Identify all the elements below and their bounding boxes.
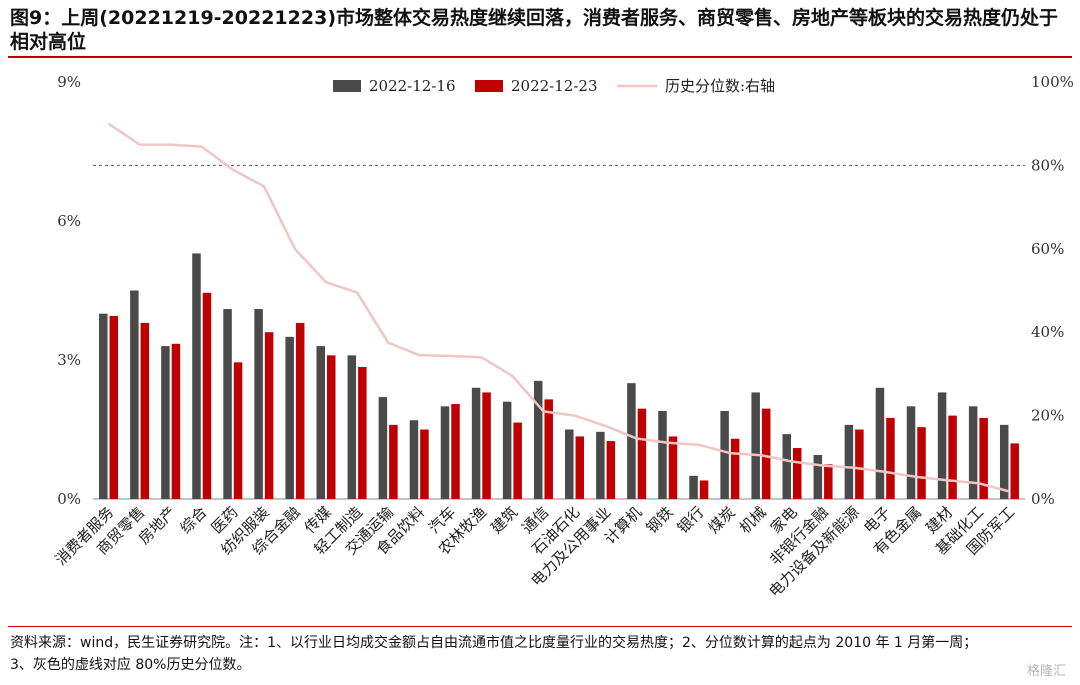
y-left-tick-label: 6% (57, 212, 81, 230)
category-label: 综合 (177, 503, 211, 537)
bar-2022-12-23 (793, 448, 802, 499)
y-right-tick-label: 80% (1031, 156, 1064, 174)
bar-2022-12-23 (140, 322, 150, 499)
bar-2022-12-16 (875, 387, 885, 499)
bar-2022-12-23 (233, 362, 243, 499)
bar-2022-12-16 (999, 424, 1009, 499)
y-left-tick-label: 3% (57, 351, 81, 369)
bar-2022-12-16 (502, 401, 512, 499)
bar-2022-12-16 (751, 392, 760, 499)
bar-2022-12-23 (730, 438, 740, 499)
legend-2022-12-23-swatch (475, 80, 503, 92)
bar-2022-12-23 (606, 441, 616, 499)
note-divider (8, 626, 1072, 627)
legend-2022-12-16-label: 2022-12-16 (369, 77, 455, 95)
bar-2022-12-16 (161, 346, 170, 499)
y-right-tick-label: 0% (1031, 490, 1055, 508)
bar-2022-12-16 (471, 387, 481, 499)
category-label: 钢铁 (643, 503, 677, 537)
bar-2022-12-23 (668, 436, 678, 499)
bar-2022-12-16 (968, 406, 978, 499)
y-right-tick-label: 100% (1031, 73, 1074, 91)
watermark: 格隆汇 (1026, 664, 1066, 679)
bar-2022-12-23 (824, 464, 833, 499)
category-label: 银行 (674, 503, 708, 537)
bar-2022-12-16 (627, 383, 636, 499)
bar-2022-12-23 (699, 480, 709, 499)
bar-2022-12-23 (202, 292, 212, 499)
bar-2022-12-16 (906, 406, 916, 499)
bar-2022-12-23 (761, 408, 771, 499)
bar-2022-12-23 (979, 417, 988, 499)
bar-2022-12-16 (285, 336, 294, 499)
bar-2022-12-16 (813, 454, 823, 499)
bar-2022-12-23 (295, 322, 305, 499)
category-label: 机械 (736, 503, 770, 537)
bar-2022-12-23 (544, 399, 553, 499)
bar-2022-12-23 (358, 366, 367, 499)
source-note: 资料来源：wind，民生证券研究院。注：1、以行业日均成交金额占自由流通市值之比… (10, 632, 1010, 676)
y-left-tick-label: 0% (57, 490, 81, 508)
bar-2022-12-23 (948, 415, 957, 499)
bar-2022-12-23 (637, 408, 647, 499)
bar-2022-12-16 (689, 475, 698, 499)
bar-2022-12-16 (223, 309, 232, 499)
bar-2022-12-23 (389, 424, 398, 499)
bar-2022-12-23 (451, 404, 460, 499)
bar-2022-12-23 (1010, 443, 1019, 499)
bar-2022-12-23 (575, 436, 585, 499)
y-left-tick-label: 9% (57, 73, 81, 91)
bar-2022-12-16 (409, 420, 419, 499)
legend-percentile-label: 历史分位数:右轴 (665, 77, 775, 95)
bar-2022-12-23 (327, 355, 336, 499)
bar-2022-12-23 (513, 422, 522, 499)
bar-2022-12-23 (482, 392, 491, 499)
bar-2022-12-16 (316, 346, 325, 499)
figure-title: 图9：上周(20221219-20221223)市场整体交易热度继续回落，消费者… (10, 7, 1058, 53)
legend-2022-12-23-label: 2022-12-23 (511, 77, 597, 95)
bar-2022-12-16 (192, 253, 201, 499)
chart: 0%3%6%9%0%20%40%60%80%100%消费者服务商贸零售房地产综合… (52, 73, 1074, 601)
bar-2022-12-23 (420, 429, 429, 499)
bar-2022-12-16 (99, 313, 108, 499)
y-right-tick-label: 40% (1031, 323, 1064, 341)
source-note-line-1: 资料来源：wind，民生证券研究院。注：1、以行业日均成交金额占自由流通市值之比… (10, 635, 978, 651)
bar-2022-12-16 (565, 429, 574, 499)
y-right-tick-label: 60% (1031, 240, 1064, 258)
bar-2022-12-16 (596, 431, 605, 499)
bar-2022-12-16 (378, 397, 388, 499)
bar-2022-12-16 (937, 392, 947, 499)
bar-2022-12-16 (720, 410, 729, 499)
bar-2022-12-16 (254, 309, 263, 499)
bar-2022-12-16 (347, 355, 357, 499)
bar-2022-12-23 (171, 343, 181, 499)
bar-2022-12-23 (917, 427, 926, 499)
line-historical-percentile (107, 122, 1010, 493)
bar-2022-12-16 (130, 290, 139, 499)
bar-2022-12-23 (109, 315, 119, 499)
bar-2022-12-16 (844, 424, 854, 499)
y-right-tick-label: 20% (1031, 407, 1064, 425)
bar-2022-12-16 (533, 380, 543, 499)
bar-2022-12-23 (855, 429, 864, 499)
category-label: 煤炭 (705, 503, 739, 537)
bar-2022-12-23 (264, 332, 274, 499)
bar-2022-12-16 (782, 434, 791, 499)
bar-2022-12-16 (658, 410, 667, 499)
title-divider (8, 56, 1072, 58)
category-label: 建筑 (487, 503, 521, 537)
bar-2022-12-16 (440, 406, 450, 499)
source-note-line-2: 3、灰色的虚线对应 80%历史分位数。 (10, 657, 251, 673)
bar-2022-12-23 (886, 417, 895, 499)
legend-2022-12-16-swatch (333, 80, 361, 92)
